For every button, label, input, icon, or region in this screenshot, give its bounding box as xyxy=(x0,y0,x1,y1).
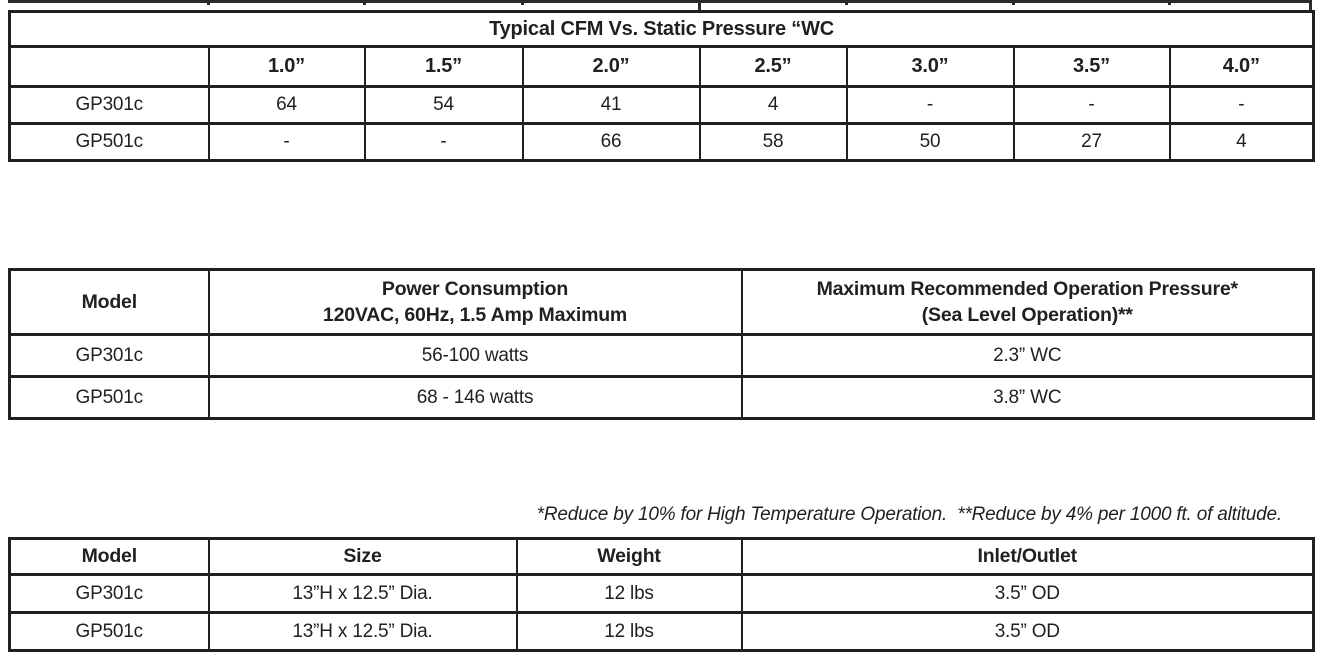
cfm-value-cell: 54 xyxy=(363,85,524,125)
model-cell: GP501c xyxy=(8,611,210,652)
inlet-outlet-cell: 3.5” OD xyxy=(740,573,1315,614)
cropped-table-edge xyxy=(8,0,1312,10)
power-header-pressure-line2: (Sea Level Operation)** xyxy=(921,304,1133,326)
footnote: *Reduce by 10% for High Temperature Oper… xyxy=(536,504,1283,525)
power-header-consumption-line2: 120VAC, 60Hz, 1.5 Amp Maximum xyxy=(322,304,628,326)
size-cell: 13”H x 12.5” Dia. xyxy=(207,611,518,652)
cfm-value-cell: 4 xyxy=(1168,122,1315,162)
cfm-header-3.5: 3.5” xyxy=(1012,45,1171,88)
size-cell: 13”H x 12.5” Dia. xyxy=(207,573,518,614)
table-edge-tick xyxy=(521,0,524,5)
power-header-pressure: Maximum Recommended Operation Pressure* … xyxy=(740,268,1315,336)
cfm-value-cell: 4 xyxy=(698,85,848,125)
inlet-outlet-cell: 3.5” OD xyxy=(740,611,1315,652)
power-header-consumption: Power Consumption 120VAC, 60Hz, 1.5 Amp … xyxy=(207,268,743,336)
physical-specs-table: Model Size Weight Inlet/Outlet GP301c 13… xyxy=(8,537,1315,652)
pressure-cell: 3.8” WC xyxy=(740,375,1315,420)
power-pressure-table: Model Power Consumption 120VAC, 60Hz, 1.… xyxy=(8,268,1315,420)
table-row: GP501c - - 66 58 50 27 4 xyxy=(8,122,1315,162)
cfm-value-cell: 58 xyxy=(698,122,848,162)
table-row: GP301c 56-100 watts 2.3” WC xyxy=(8,333,1315,378)
table-row: GP501c 13”H x 12.5” Dia. 12 lbs 3.5” OD xyxy=(8,611,1315,652)
cfm-table-title: Typical CFM Vs. Static Pressure “WC xyxy=(8,10,1315,48)
model-cell: GP501c xyxy=(8,122,210,162)
model-cell: GP301c xyxy=(8,573,210,614)
table-row: GP301c 13”H x 12.5” Dia. 12 lbs 3.5” OD xyxy=(8,573,1315,614)
table-edge-tick xyxy=(845,0,848,5)
cfm-vs-static-pressure-table: Typical CFM Vs. Static Pressure “WC 1.0”… xyxy=(8,10,1316,162)
table-edge-tick xyxy=(1309,0,1312,10)
power-header-pressure-line1: Maximum Recommended Operation Pressure* xyxy=(816,278,1239,300)
table-edge-tick xyxy=(363,0,366,5)
cfm-value-cell: 41 xyxy=(521,85,701,125)
cfm-value-cell: 64 xyxy=(207,85,366,125)
table-edge-tick xyxy=(1168,0,1171,5)
cfm-value-cell: 27 xyxy=(1012,122,1171,162)
specs-header-inlet-outlet: Inlet/Outlet xyxy=(740,537,1315,576)
cfm-header-blank xyxy=(8,45,210,88)
pressure-cell: 2.3” WC xyxy=(740,333,1315,378)
power-watts-cell: 68 - 146 watts xyxy=(207,375,743,420)
cfm-header-1.0: 1.0” xyxy=(207,45,366,88)
cfm-header-1.5: 1.5” xyxy=(363,45,524,88)
cfm-value-cell: - xyxy=(1168,85,1315,125)
power-header-consumption-line1: Power Consumption xyxy=(381,278,569,300)
cfm-value-cell: 50 xyxy=(845,122,1015,162)
power-header-model: Model xyxy=(8,268,210,336)
cfm-value-cell: - xyxy=(845,85,1015,125)
cfm-header-2.0: 2.0” xyxy=(521,45,701,88)
cfm-value-cell: - xyxy=(1012,85,1171,125)
table-edge-tick xyxy=(207,0,210,5)
table-row: GP501c 68 - 146 watts 3.8” WC xyxy=(8,375,1315,420)
cfm-header-3.0: 3.0” xyxy=(845,45,1015,88)
table-edge-tick xyxy=(1012,0,1015,5)
weight-cell: 12 lbs xyxy=(515,573,743,614)
model-cell: GP301c xyxy=(8,333,210,378)
cfm-value-cell: - xyxy=(363,122,524,162)
cfm-header-4.0: 4.0” xyxy=(1168,45,1315,88)
table-row: GP301c 64 54 41 4 - - - xyxy=(8,85,1315,125)
cfm-value-cell: - xyxy=(207,122,366,162)
cfm-value-cell: 66 xyxy=(521,122,701,162)
specs-header-model: Model xyxy=(8,537,210,576)
table-edge-tick xyxy=(698,0,701,10)
weight-cell: 12 lbs xyxy=(515,611,743,652)
model-cell: GP501c xyxy=(8,375,210,420)
model-cell: GP301c xyxy=(8,85,210,125)
specs-header-size: Size xyxy=(207,537,518,576)
specs-header-weight: Weight xyxy=(515,537,743,576)
power-watts-cell: 56-100 watts xyxy=(207,333,743,378)
cfm-header-2.5: 2.5” xyxy=(698,45,848,88)
